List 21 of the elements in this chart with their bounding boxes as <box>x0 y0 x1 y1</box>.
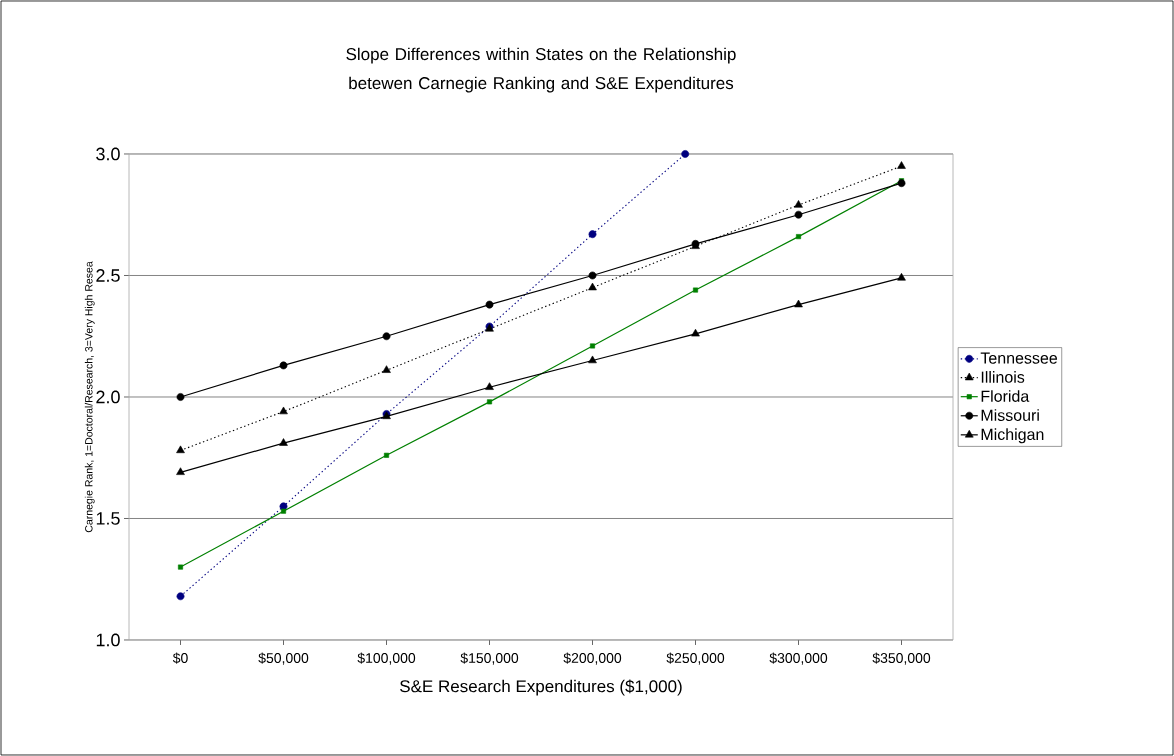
x-tick-label: $50,000 <box>258 652 309 665</box>
chart-title: Slope Differences within States on the Relationship betewen Carnegie Ranking and S&E Expenditures <box>346 47 736 93</box>
y-tick-label: 1.0 <box>96 633 120 647</box>
legend-label: Missouri <box>981 409 1039 421</box>
x-tick-label: $100,000 <box>357 652 416 665</box>
y-tick-label: 2.5 <box>96 269 120 282</box>
y-axis-title: Carnegie Rank, 1=Doctoral/Research, 3=Very High Resea <box>84 261 95 533</box>
x-tick-label: $150,000 <box>460 652 519 665</box>
y-tick-label: 3.0 <box>96 147 120 161</box>
x-tick-label: $0 <box>172 652 188 664</box>
x-tick-label: $200,000 <box>563 652 622 665</box>
x-axis-title: S&E Research Expenditures ($1,000) <box>400 679 682 696</box>
x-tick-label: $350,000 <box>872 652 931 665</box>
x-tick-label: $250,000 <box>666 652 725 665</box>
legend-label: Florida <box>981 390 1030 402</box>
x-tick-label: $300,000 <box>769 652 828 665</box>
y-tick-label: 2.0 <box>96 390 120 404</box>
legend-label: Tennessee <box>980 352 1058 364</box>
y-tick-label: 1.5 <box>96 512 120 525</box>
legend-label: Illinois <box>981 371 1025 383</box>
legend-label: Michigan <box>981 428 1044 444</box>
